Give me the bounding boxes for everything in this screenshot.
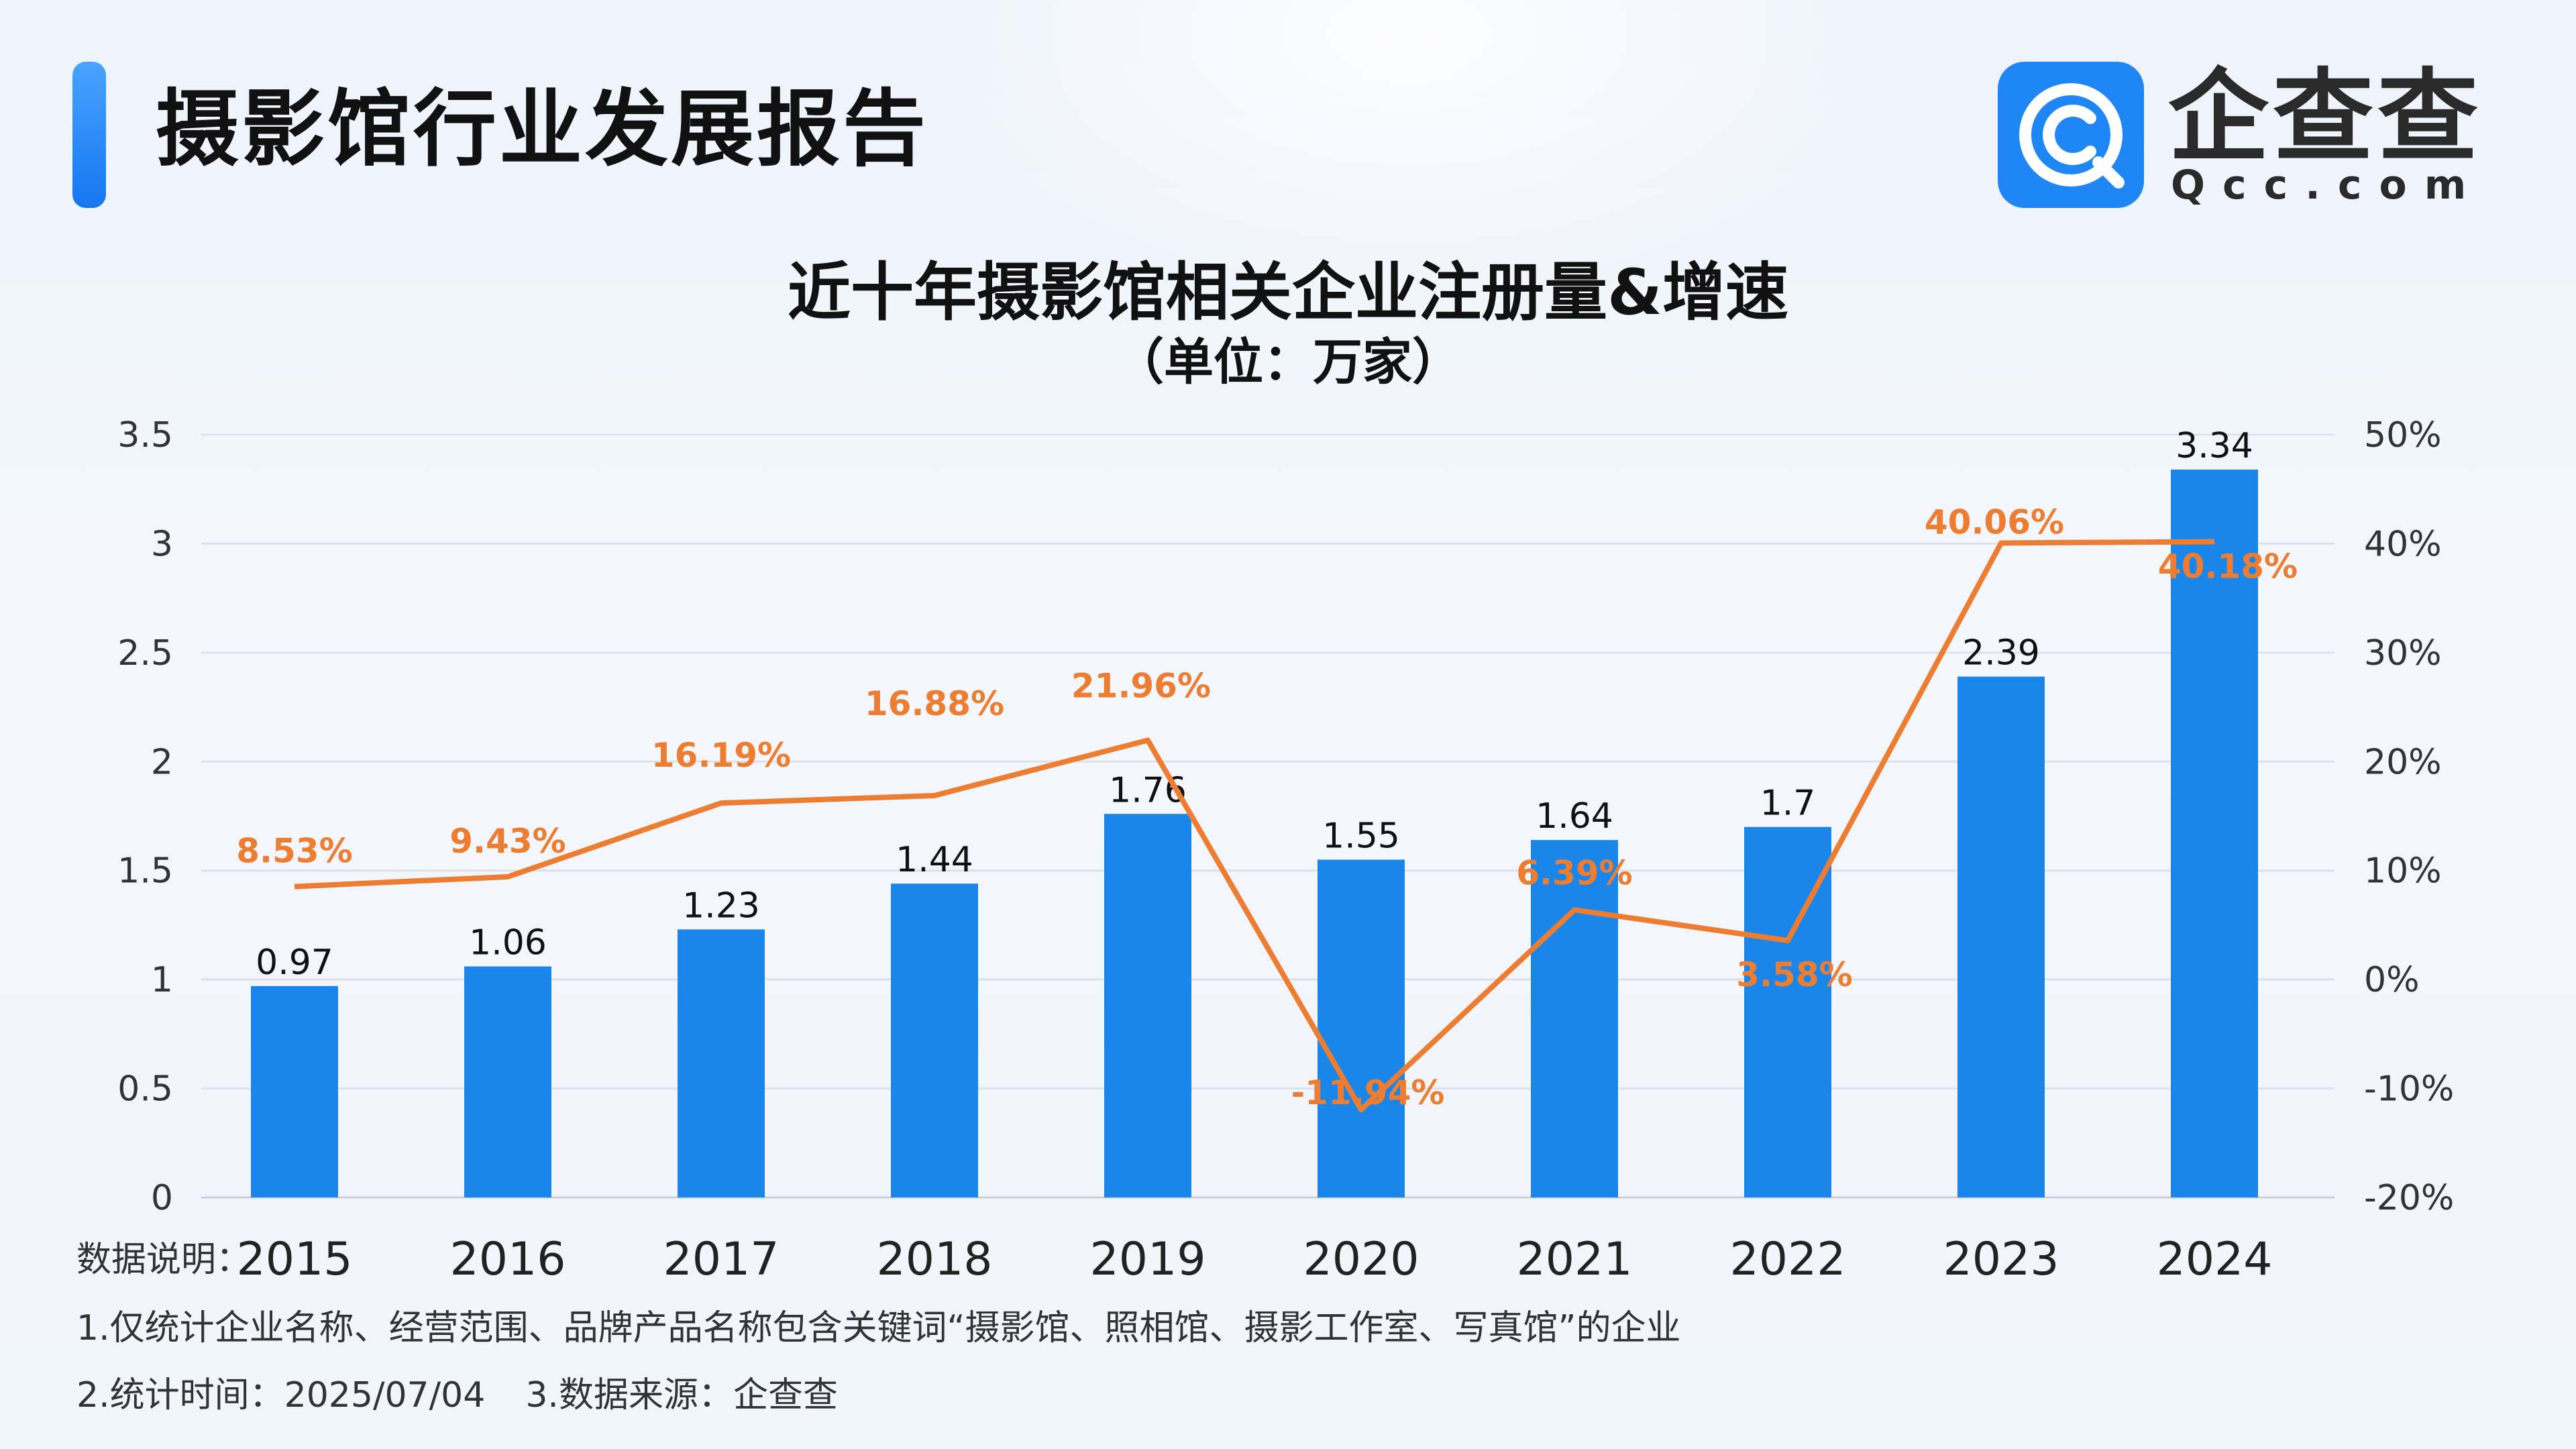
x-axis-tick-label: 2019 xyxy=(1089,1233,1205,1286)
growth-value-label: 8.53% xyxy=(236,832,352,871)
bar-value-label: 1.64 xyxy=(1536,796,1613,837)
bar-value-label: 2.39 xyxy=(1962,633,2040,674)
growth-line xyxy=(294,539,2215,1113)
growth-value-label: 9.43% xyxy=(449,822,566,861)
notes-data-source: 3.数据来源：企查查 xyxy=(525,1375,838,1415)
bar-value-label: 1.55 xyxy=(1322,816,1400,856)
chart-title: 近十年摄影馆相关企业注册量&增速 xyxy=(788,256,1788,329)
report-title: 摄影馆行业发展报告 xyxy=(156,81,929,178)
right-axis-tick-label: 30% xyxy=(2364,633,2442,674)
bar-series xyxy=(251,469,2258,1197)
bar-value-label: 1.23 xyxy=(682,885,760,926)
right-axis-tick-label: 0% xyxy=(2364,960,2420,1000)
qcc-logo-icon xyxy=(1998,62,2144,208)
growth-value-label: 16.19% xyxy=(651,736,791,775)
left-axis-tick-label: 2 xyxy=(151,742,173,782)
x-axis-tick-label: 2018 xyxy=(876,1233,992,1286)
growth-line-series xyxy=(294,539,2215,1113)
bar-value-label: 1.06 xyxy=(469,923,547,963)
left-axis-tick-label: 3 xyxy=(151,524,173,564)
bar xyxy=(1531,840,1618,1197)
bar xyxy=(678,929,765,1197)
right-axis-tick-label: -10% xyxy=(2364,1069,2454,1110)
left-axis-tick-label: 1 xyxy=(151,960,173,1000)
growth-value-label: 16.88% xyxy=(865,684,1004,723)
x-axis-tick-label: 2020 xyxy=(1303,1233,1419,1286)
bar-value-labels: 0.97 1.061.231.441.761.55 1.64 1.72.393.34 xyxy=(256,426,2253,983)
notes-stat-time: 2.统计时间：2025/07/04 xyxy=(76,1375,486,1415)
bar xyxy=(251,985,338,1197)
bar-value-label: 0.97 xyxy=(256,943,333,983)
left-axis-tick-label: 3.5 xyxy=(117,415,173,455)
x-axis-tick-label: 2016 xyxy=(449,1233,566,1286)
growth-value-labels: 8.53% 9.43% 16.19% 16.88% 21.96% -11.94% 6.39%… xyxy=(236,502,2298,1112)
x-axis-tick-label: 2024 xyxy=(2156,1233,2272,1286)
left-axis-ticks: 0 0.5 1 1.5 2 2.5 3 3.5 xyxy=(117,415,173,1218)
bar-value-label: 1.7 xyxy=(1760,784,1816,824)
right-axis-tick-label: 50% xyxy=(2364,415,2442,455)
bar-value-label: 3.34 xyxy=(2176,426,2253,466)
right-axis-tick-label: 40% xyxy=(2364,524,2442,564)
bar xyxy=(2171,469,2258,1197)
left-axis-tick-label: 0 xyxy=(151,1178,173,1218)
right-axis-ticks: -20% -10% 0% 10% 20% 30% 40% 50% xyxy=(2364,415,2454,1218)
growth-value-label: -11.94% xyxy=(1291,1073,1444,1112)
title-accent-bar xyxy=(72,62,106,208)
bar xyxy=(464,966,551,1197)
growth-value-label: 40.06% xyxy=(1925,502,2064,541)
left-axis-tick-label: 0.5 xyxy=(117,1069,173,1110)
x-axis-tick-label: 2023 xyxy=(1943,1233,2059,1286)
x-axis-ticks: 2015 2016 2017 2018 2019 2020 2021 2022 2023 2024 xyxy=(236,1233,2272,1286)
growth-value-label: 21.96% xyxy=(1071,666,1211,705)
x-axis-tick-label: 2017 xyxy=(663,1233,779,1286)
right-axis-tick-label: 20% xyxy=(2364,742,2442,782)
left-axis-tick-label: 2.5 xyxy=(117,633,173,674)
logo-text-cn: 企查查 xyxy=(2168,59,2483,176)
left-axis-tick-label: 1.5 xyxy=(117,851,173,892)
bar xyxy=(1318,859,1405,1197)
bar xyxy=(891,883,978,1197)
logo-text-en: Qcc.com xyxy=(2171,162,2484,209)
notes-line-2: 2.统计时间：2025/07/04 3.数据来源：企查查 xyxy=(76,1368,838,1422)
growth-value-label: 40.18% xyxy=(2158,547,2298,586)
x-axis-tick-label: 2021 xyxy=(1516,1233,1632,1286)
notes-label: 数据说明： xyxy=(76,1240,252,1280)
right-axis-tick-label: 10% xyxy=(2364,851,2442,892)
growth-value-label: 3.58% xyxy=(1736,955,1852,994)
right-axis-tick-label: -20% xyxy=(2364,1178,2454,1218)
bar xyxy=(1104,814,1191,1197)
growth-value-label: 6.39% xyxy=(1516,853,1632,892)
bar-value-label: 1.44 xyxy=(896,840,973,880)
chart-subtitle: （单位：万家） xyxy=(1114,333,1462,391)
bar xyxy=(1957,676,2045,1197)
notes-line-1: 1.仅统计企业名称、经营范围、品牌产品名称包含关键词“摄影馆、照相馆、摄影工作室… xyxy=(76,1308,1681,1348)
x-axis-tick-label: 2015 xyxy=(236,1233,352,1286)
x-axis-tick-label: 2022 xyxy=(1729,1233,1845,1286)
